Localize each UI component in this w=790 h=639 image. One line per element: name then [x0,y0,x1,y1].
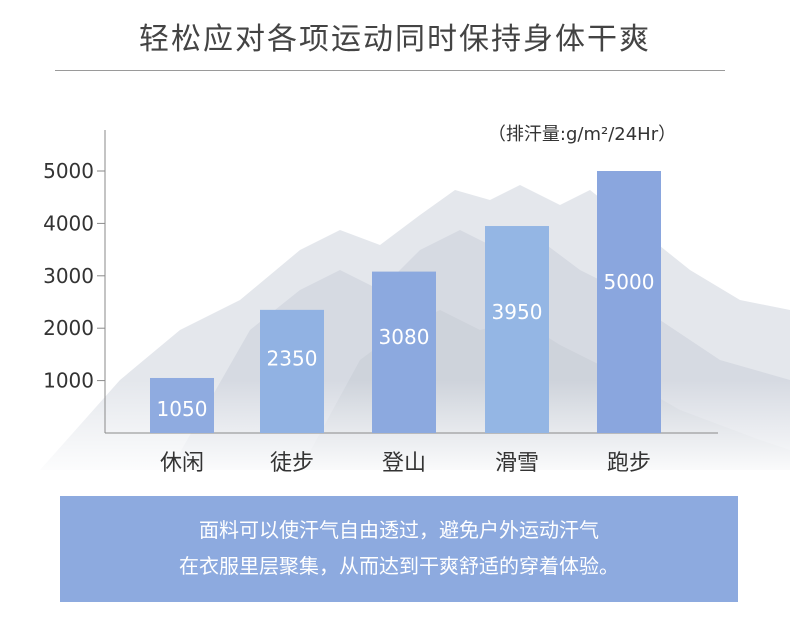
bar [260,309,324,433]
chart: 1050 2350 3080 3950 5000 1000 2000 3000 4000 500… [0,124,790,480]
chart-x-labels: 休闲 徒步 登山 滑雪 跑步 [160,451,651,476]
bar-value-label: 3950 [492,300,543,324]
y-tick-label: 3000 [43,264,94,288]
x-category-label: 跑步 [607,451,651,476]
y-tick-label: 5000 [43,159,94,183]
x-category-label: 滑雪 [495,451,539,476]
bar [597,171,661,433]
page-title: 轻松应对各项运动同时保持身体干爽 [139,22,651,57]
y-tick-label: 1000 [43,369,94,393]
chart-y-ticks: 1000 2000 3000 4000 5000 [43,159,105,393]
bar-value-label: 2350 [267,346,318,370]
x-category-label: 登山 [382,451,426,476]
description-box: 面料可以使汗气自由透过，避免户外运动汗气 在衣服里层聚集，从而达到干爽舒适的穿着… [60,496,738,602]
y-tick-label: 4000 [43,211,94,235]
bar [485,226,549,433]
description-line-1: 面料可以使汗气自由透过，避免户外运动汗气 [199,518,599,542]
bar [150,377,214,433]
bar [372,271,436,433]
chart-bars: 1050 2350 3080 3950 5000 [150,171,661,433]
x-category-label: 休闲 [160,451,204,476]
chart-unit-note: （排汗量:g/m²/24Hr） [488,124,676,145]
x-category-label: 徒步 [270,451,314,476]
description-line-2: 在衣服里层聚集，从而达到干爽舒适的穿着体验。 [179,554,619,578]
title-divider [55,70,725,71]
bar-value-label: 3080 [379,325,430,349]
bar-value-label: 5000 [604,270,655,294]
y-tick-label: 2000 [43,316,94,340]
bar-value-label: 1050 [157,397,208,421]
